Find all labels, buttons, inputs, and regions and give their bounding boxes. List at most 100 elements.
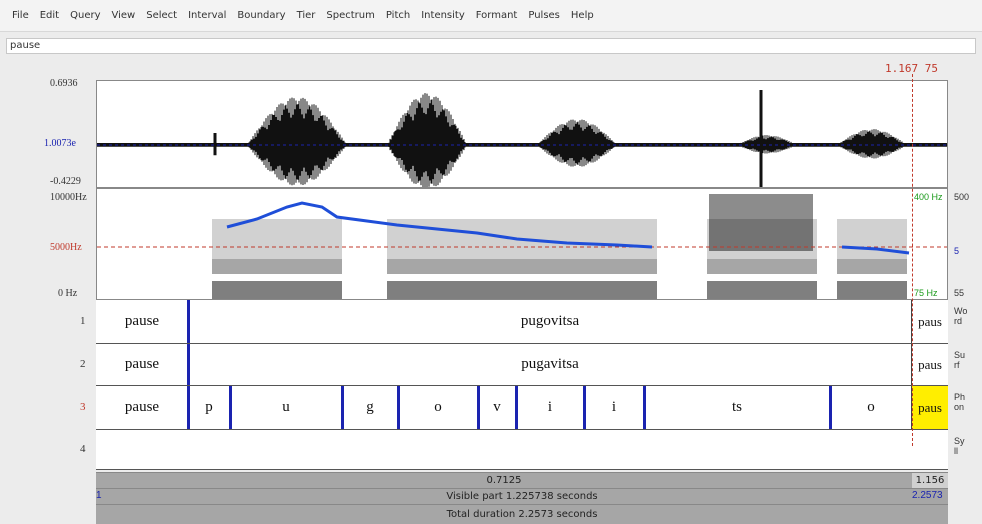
spec-right-top: 500 [954, 192, 970, 202]
interval-boundary[interactable] [397, 386, 400, 429]
menu-interval[interactable]: Interval [188, 10, 227, 21]
spectrogram-graphic [97, 194, 947, 299]
menu-pitch[interactable]: Pitch [385, 10, 411, 21]
interval-boundary[interactable] [341, 386, 344, 429]
spec-right-bot: 55 [954, 288, 965, 298]
total-duration-bar[interactable]: Total duration 2.2573 seconds [96, 504, 948, 524]
interval-segment[interactable]: v [493, 399, 501, 415]
pitch-range-top: 400 Hz [914, 192, 943, 202]
menu-help[interactable]: Help [570, 10, 594, 21]
formant-band-mid-0 [212, 259, 342, 274]
text-input[interactable]: pause [6, 38, 976, 54]
interval-segment[interactable]: u [282, 399, 290, 415]
menu-view[interactable]: View [111, 10, 136, 21]
menu-query[interactable]: Query [70, 10, 101, 21]
menu-select[interactable]: Select [146, 10, 178, 21]
tier-number: 4 [80, 443, 86, 455]
menu-spectrum[interactable]: Spectrum [326, 10, 375, 21]
interval-boundary[interactable] [515, 386, 518, 429]
interval-boundary[interactable] [187, 386, 190, 429]
interval-segment[interactable]: ts [731, 399, 742, 415]
formant-band-low-2 [707, 281, 817, 299]
interval-boundary[interactable] [187, 344, 190, 385]
interval-segment[interactable]: pugovitsa [520, 313, 580, 329]
interval-segment[interactable]: p [205, 399, 213, 415]
interval-segment[interactable]: i [611, 399, 617, 415]
interval-segment[interactable]: o [434, 399, 442, 415]
tier-row[interactable]: pause p u g o v i i ts o paus [96, 386, 948, 430]
waveform-ymin: -0.4229 [50, 176, 81, 187]
interval-boundary[interactable] [477, 386, 480, 429]
tier-name[interactable]: Wo rd [954, 306, 968, 326]
interval-boundary[interactable] [911, 386, 912, 429]
menu-edit[interactable]: Edit [39, 10, 60, 21]
interval-boundary[interactable] [583, 386, 586, 429]
menu-boundary[interactable]: Boundary [237, 10, 286, 21]
pitch-contour [226, 201, 653, 249]
tier-name[interactable]: Ph on [954, 392, 966, 412]
spectrogram-panel[interactable] [96, 188, 948, 300]
tier-row[interactable]: pause pugavitsa paus [96, 344, 948, 386]
interval-boundary[interactable] [643, 386, 646, 429]
menu-file[interactable]: File [12, 10, 29, 21]
menu-formant[interactable]: Formant [475, 10, 518, 21]
interval-boundary[interactable] [911, 300, 912, 343]
interval-boundary[interactable] [229, 386, 232, 429]
interval-segment[interactable]: pause [124, 399, 160, 415]
formant-band-mid-2 [707, 259, 817, 274]
interval-segment[interactable]: g [366, 399, 374, 415]
interval-segment[interactable]: pause [124, 313, 160, 329]
interval-segment[interactable]: paus [918, 313, 942, 329]
tier-name[interactable]: Sy ll [954, 436, 965, 456]
formant-band-mid-1 [387, 259, 657, 274]
interval-boundary[interactable] [911, 344, 912, 385]
waveform-trace [97, 90, 947, 187]
waveform-panel[interactable] [96, 80, 948, 188]
cursor-time-readout: 1.167 75 [885, 62, 938, 75]
formant-band-mid-3 [837, 259, 907, 274]
interval-boundary[interactable] [187, 300, 190, 343]
waveform-ymax: 0.6936 [50, 78, 78, 89]
visible-part-start: 1 [96, 490, 102, 501]
tier-number: 1 [80, 315, 86, 327]
spec-right-mid: 5 [954, 246, 960, 256]
waveform-graphic [97, 90, 947, 187]
visible-window-duration: 0.7125 [486, 475, 522, 486]
tier-number: 2 [80, 358, 86, 370]
right-window-duration: 1.156 [915, 475, 945, 486]
formant-band-low-1 [387, 281, 657, 299]
spectrogram-ytop: 10000Hz [50, 192, 87, 203]
menu-pulses[interactable]: Pulses [528, 10, 560, 21]
interval-segment[interactable]: paus [918, 356, 942, 372]
tier-number: 3 [80, 401, 86, 413]
spectrogram-ybot: 0 Hz [58, 288, 78, 299]
interval-segment[interactable]: o [867, 399, 875, 415]
right-window-bar[interactable]: 1.156 [912, 472, 948, 488]
pitch-range-bot: 75 Hz [914, 288, 938, 298]
menu-bar: File Edit Query View Select Interval Boundary T… [0, 0, 982, 32]
tier-row[interactable] [96, 430, 948, 470]
cursor-line [912, 74, 913, 446]
visible-part-label: Visible part 1.225738 seconds [446, 491, 598, 502]
tier-name[interactable]: Su rf [954, 350, 966, 370]
interval-segment[interactable]: pause [124, 356, 160, 372]
pitch-contour-final [841, 245, 910, 255]
interval-segment[interactable]: i [547, 399, 553, 415]
interval-boundary[interactable] [829, 386, 832, 429]
waveform-ymid: 1.0073e [44, 138, 76, 149]
fricative-band [709, 194, 813, 251]
formant-band-low-3 [837, 281, 907, 299]
interval-segment[interactable]: pugavitsa [521, 356, 579, 372]
visible-part-bar[interactable]: Visible part 1.225738 seconds [96, 488, 948, 504]
menu-intensity[interactable]: Intensity [421, 10, 465, 21]
menu-tier[interactable]: Tier [296, 10, 316, 21]
formant-band-high-3 [837, 219, 907, 259]
visible-window-bar[interactable]: 0.7125 [96, 472, 912, 488]
tier-row[interactable]: pause pugovitsa paus [96, 300, 948, 344]
formant-band-high-2 [707, 219, 817, 259]
interval-segment[interactable]: paus [912, 386, 948, 429]
spectrogram-ymid: 5000Hz [50, 242, 82, 253]
formant-band-low-0 [212, 281, 342, 299]
visible-part-end: 2.2573 [912, 490, 943, 501]
total-duration-label: Total duration 2.2573 seconds [446, 509, 598, 520]
